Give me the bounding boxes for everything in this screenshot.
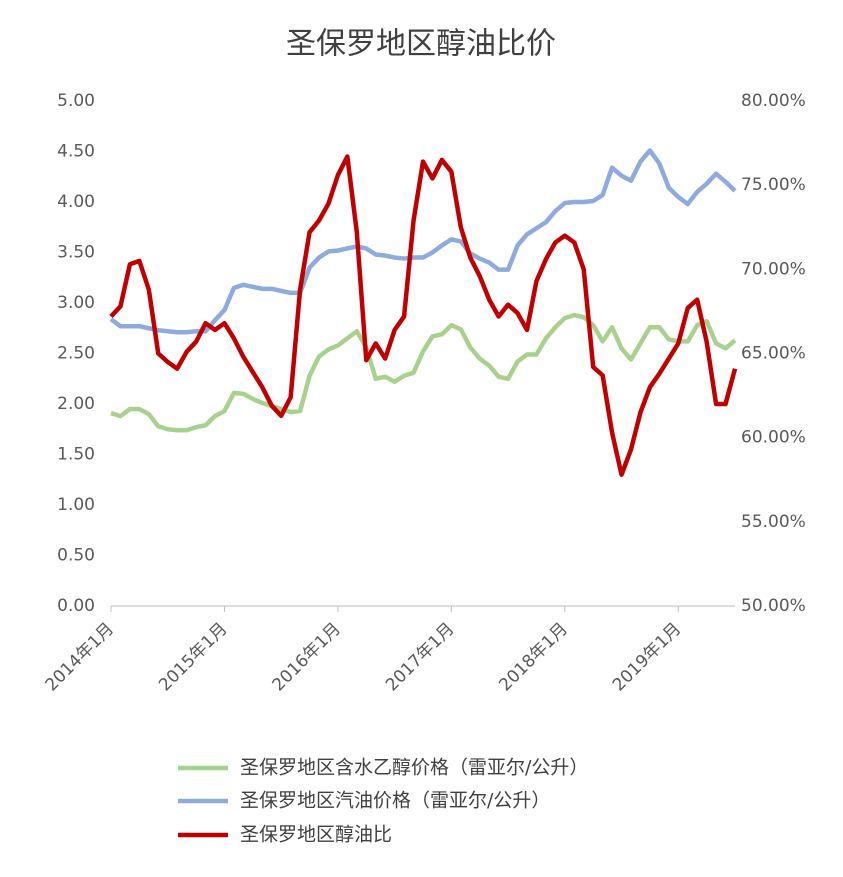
y-tick-label: 2.50 <box>57 344 95 364</box>
y2-tick-label: 65.00% <box>741 344 806 364</box>
y-tick-label: 3.50 <box>57 243 95 263</box>
y2-tick-label: 70.00% <box>741 259 806 279</box>
x-tick-label: 2016年1月 <box>269 619 345 695</box>
x-tick-label: 2019年1月 <box>609 619 685 695</box>
x-tick-label: 2015年1月 <box>155 619 231 695</box>
y-tick-label: 4.50 <box>57 142 95 162</box>
y-tick-label: 0.50 <box>57 546 95 566</box>
legend-label: 圣保罗地区醇油比 <box>240 824 392 846</box>
y2-tick-label: 55.00% <box>741 512 806 532</box>
y-tick-label: 1.50 <box>57 445 95 465</box>
y-tick-label: 1.00 <box>57 495 95 515</box>
y-tick-label: 3.00 <box>57 293 95 313</box>
y2-tick-label: 60.00% <box>741 428 806 448</box>
y2-tick-label: 80.00% <box>741 91 806 111</box>
y2-tick-label: 75.00% <box>741 175 806 195</box>
series-line <box>109 148 737 335</box>
y-tick-label: 0.00 <box>57 596 95 616</box>
x-tick-label: 2014年1月 <box>42 619 118 695</box>
series-line <box>110 312 737 433</box>
legend-label: 圣保罗地区含水乙醇价格（雷亚尔/公升） <box>240 757 588 779</box>
y-tick-label: 5.00 <box>57 91 95 111</box>
series-line <box>109 154 738 477</box>
y-tick-label: 4.00 <box>57 192 95 212</box>
chart-title: 圣保罗地区醇油比价 <box>286 27 556 62</box>
legend-label: 圣保罗地区汽油价格（雷亚尔/公升） <box>240 790 550 812</box>
y-tick-label: 2.00 <box>57 394 95 414</box>
y2-tick-label: 50.00% <box>741 596 806 616</box>
x-tick-label: 2018年1月 <box>495 619 571 695</box>
x-tick-label: 2017年1月 <box>382 619 458 695</box>
